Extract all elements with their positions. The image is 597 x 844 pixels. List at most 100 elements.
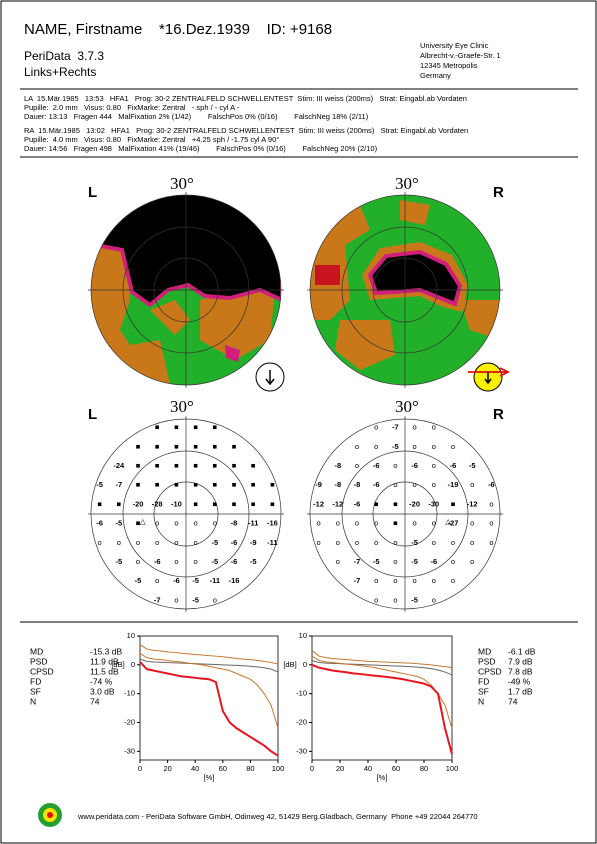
threshold-value: ■ xyxy=(136,519,141,528)
threshold-value: -5 xyxy=(135,576,142,585)
eyes: Links+Rechts xyxy=(24,65,96,79)
threshold-value: -5 xyxy=(211,557,218,566)
threshold-value: o xyxy=(98,538,102,547)
eye-label: R xyxy=(493,406,504,423)
stat-value: 11.5 dB xyxy=(90,666,119,676)
threshold-value: ■ xyxy=(213,461,218,470)
x-tick-label: 80 xyxy=(246,764,254,773)
clinic: Albrecht-v.-Graefe-Str. 1 xyxy=(420,51,501,60)
threshold-value: -5 xyxy=(411,595,418,604)
threshold-value: o xyxy=(136,538,140,547)
threshold-value: o xyxy=(336,538,340,547)
threshold-value: o xyxy=(470,557,474,566)
threshold-value: ■ xyxy=(232,442,237,451)
curve xyxy=(139,652,279,729)
threshold-value: -16 xyxy=(267,519,278,528)
threshold-value: -8 xyxy=(334,480,341,489)
threshold-value: -6 xyxy=(450,461,457,470)
stat-value: 1.7 dB xyxy=(508,686,533,696)
threshold-value: o xyxy=(432,480,436,489)
threshold-value: o xyxy=(374,595,378,604)
threshold-value: -5 xyxy=(373,557,380,566)
stat-label: PSD xyxy=(30,656,47,666)
stat-value: 74 xyxy=(90,696,100,706)
threshold-value: -12 xyxy=(467,499,478,508)
threshold-value: o xyxy=(174,557,178,566)
plot-frame xyxy=(139,635,279,761)
threshold-value: -5 xyxy=(411,557,418,566)
threshold-value: -5 xyxy=(469,461,476,470)
threshold-value: o xyxy=(336,557,340,566)
scale-label: 30° xyxy=(170,174,194,193)
curve xyxy=(139,661,279,757)
threshold-value: o xyxy=(155,519,159,528)
threshold-value: -30 xyxy=(428,499,439,508)
threshold-value: o xyxy=(393,576,397,585)
x-axis-label: [%] xyxy=(377,773,388,782)
threshold-value: -5 xyxy=(392,442,399,451)
threshold-value: -5 xyxy=(115,519,122,528)
threshold-value: o xyxy=(470,519,474,528)
threshold-value: ■ xyxy=(193,442,198,451)
threshold-value: -11 xyxy=(210,576,220,585)
threshold-value: o xyxy=(489,519,493,528)
stat-label: N xyxy=(478,696,484,706)
threshold-value: ■ xyxy=(155,480,160,489)
threshold-value: o xyxy=(432,423,436,432)
stat-label: CPSD xyxy=(30,666,54,676)
exam: Dauer: 14:56 Fragen 498 MalFixation 41% … xyxy=(24,144,378,153)
stat-label: FD xyxy=(478,676,489,686)
threshold-value: o xyxy=(393,595,397,604)
threshold-value: -27 xyxy=(448,519,459,528)
exam: LA 15.Mär.1985 13:53 HFA1 Prog: 30-2 ZEN… xyxy=(24,94,467,103)
curve xyxy=(139,644,279,665)
threshold-value: -24 xyxy=(113,461,125,470)
threshold-value: ■ xyxy=(393,499,398,508)
threshold-value: o xyxy=(489,499,493,508)
threshold-value: -5 xyxy=(96,480,103,489)
y-tick-label: -30 xyxy=(124,746,135,755)
stat-value: -49 % xyxy=(508,676,531,686)
threshold-value: -19 xyxy=(448,480,459,489)
threshold-value: -10 xyxy=(171,499,182,508)
threshold-value: o xyxy=(451,576,455,585)
fixation-arrow xyxy=(265,370,275,386)
y-tick-label: 10 xyxy=(299,631,307,640)
clinic: University Eye Clinic xyxy=(420,41,489,50)
threshold-value: o xyxy=(194,557,198,566)
threshold-value: ■ xyxy=(97,499,102,508)
stat-value: 74 xyxy=(508,696,518,706)
threshold-value: o xyxy=(374,519,378,528)
threshold-value: o xyxy=(432,595,436,604)
stat-value: 11.9 dB xyxy=(90,656,119,666)
threshold-value: o xyxy=(413,576,417,585)
threshold-value: -8 xyxy=(334,461,341,470)
threshold-value: ■ xyxy=(393,519,398,528)
threshold-value: -9 xyxy=(315,480,322,489)
threshold-value: -20 xyxy=(133,499,144,508)
clinic: 12345 Metropolis xyxy=(420,61,478,70)
threshold-value: -6 xyxy=(154,557,161,566)
threshold-value: o xyxy=(432,461,436,470)
exam: Pupille: 4.0 mm Visus: 0.80 FixMarke: Ze… xyxy=(24,135,279,144)
eye-label: L xyxy=(88,406,97,423)
threshold-value: o xyxy=(374,576,378,585)
threshold-value: ■ xyxy=(174,480,179,489)
threshold-value: ■ xyxy=(136,442,141,451)
threshold-value: -11 xyxy=(267,538,277,547)
threshold-value: ■ xyxy=(213,423,218,432)
threshold-value: o xyxy=(355,538,359,547)
threshold-value: -6 xyxy=(96,519,103,528)
software: PeriData 3.7.3 xyxy=(24,49,104,63)
threshold-value: ■ xyxy=(232,480,237,489)
threshold-value: o xyxy=(432,576,436,585)
stat-label: CPSD xyxy=(478,666,502,676)
stat-value: -15.3 dB xyxy=(90,646,122,656)
y-tick-label: 0 xyxy=(131,660,135,669)
threshold-value: ■ xyxy=(374,499,379,508)
threshold-value: o xyxy=(155,576,159,585)
threshold-value: -5 xyxy=(115,557,122,566)
x-tick-label: 100 xyxy=(272,764,285,773)
y-tick-label: -20 xyxy=(124,717,135,726)
